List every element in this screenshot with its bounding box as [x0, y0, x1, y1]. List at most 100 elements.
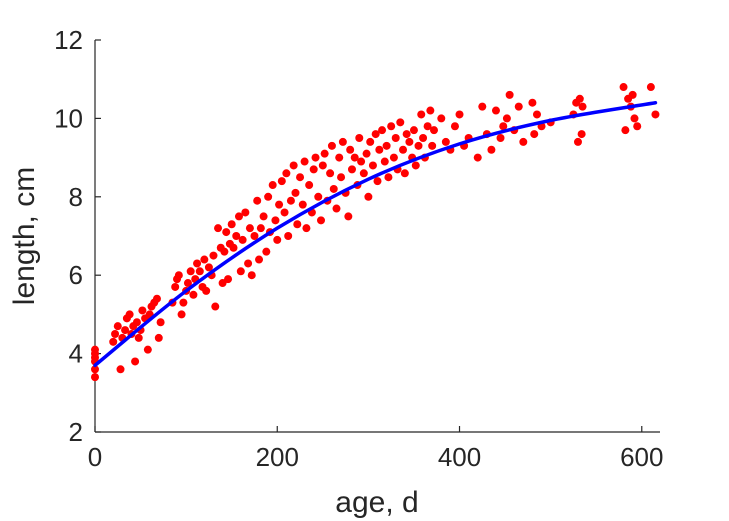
- data-point: [91, 365, 99, 374]
- data-point: [91, 373, 99, 382]
- data-point: [209, 251, 218, 260]
- y-tick-label: 12: [54, 25, 83, 55]
- data-point: [200, 255, 209, 264]
- y-tick-label: 6: [69, 260, 83, 290]
- x-tick-label: 400: [438, 442, 481, 472]
- data-point: [426, 106, 435, 115]
- data-point: [373, 177, 382, 186]
- data-point: [359, 169, 368, 178]
- data-point: [409, 126, 418, 135]
- data-point: [327, 141, 336, 150]
- data-point: [621, 126, 630, 135]
- data-point: [131, 357, 140, 366]
- data-point: [411, 161, 420, 170]
- data-point: [214, 224, 223, 233]
- data-point: [326, 169, 335, 178]
- data-point: [296, 173, 305, 182]
- data-point: [502, 114, 511, 123]
- data-point: [277, 177, 286, 186]
- data-point: [282, 169, 291, 178]
- data-point: [317, 216, 325, 225]
- data-point: [264, 192, 273, 201]
- data-point: [575, 94, 584, 103]
- x-tick-label: 0: [88, 442, 102, 472]
- axes: [94, 40, 660, 433]
- data-point: [619, 83, 628, 92]
- x-tick-label: 200: [256, 442, 299, 472]
- data-point: [368, 161, 377, 170]
- x-ticks: 0 200 400 600: [88, 426, 663, 472]
- data-point: [514, 102, 523, 111]
- data-point: [337, 173, 346, 182]
- data-point: [646, 83, 655, 92]
- data-point: [247, 271, 256, 280]
- data-point: [156, 318, 165, 327]
- data-point: [152, 294, 161, 303]
- data-point: [630, 114, 639, 123]
- data-point: [628, 90, 637, 99]
- data-point: [362, 149, 371, 158]
- data-point: [318, 161, 327, 170]
- data-point: [236, 267, 245, 276]
- data-point: [293, 220, 302, 229]
- y-tick-label: 8: [69, 182, 83, 212]
- data-point: [121, 326, 130, 335]
- data-point: [111, 330, 120, 338]
- data-point: [275, 200, 284, 209]
- data-point: [154, 333, 163, 342]
- data-point: [262, 247, 271, 256]
- data-point: [391, 134, 400, 142]
- x-axis-label: age, d: [335, 486, 418, 519]
- data-point: [528, 98, 537, 107]
- data-point: [238, 235, 247, 244]
- data-point: [116, 365, 125, 374]
- data-point: [505, 90, 514, 99]
- data-point: [234, 212, 243, 221]
- data-point: [286, 196, 295, 205]
- data-point: [232, 232, 241, 240]
- data-point: [134, 333, 143, 342]
- data-point: [91, 345, 99, 354]
- data-point: [138, 306, 147, 315]
- data-point: [291, 188, 300, 197]
- data-point: [259, 212, 268, 221]
- data-point: [335, 153, 344, 162]
- data-point: [355, 134, 364, 142]
- data-point: [273, 235, 282, 244]
- data-point: [177, 310, 186, 319]
- data-point: [300, 157, 309, 166]
- data-point: [532, 110, 541, 119]
- y-tick-label: 10: [54, 103, 83, 133]
- data-point: [309, 165, 318, 174]
- data-point: [384, 173, 393, 182]
- data-point: [338, 137, 347, 146]
- data-point: [229, 243, 238, 252]
- data-point: [347, 165, 356, 174]
- data-point: [491, 106, 500, 115]
- data-point: [396, 118, 405, 127]
- data-point: [364, 192, 373, 201]
- data-point: [651, 110, 660, 119]
- data-point: [268, 181, 277, 190]
- data-point: [455, 110, 464, 119]
- data-point: [382, 141, 391, 150]
- data-point: [284, 232, 293, 240]
- data-point: [399, 145, 408, 154]
- data-point: [344, 212, 353, 221]
- data-point: [204, 263, 213, 272]
- data-point: [450, 122, 459, 131]
- data-point: [423, 122, 432, 131]
- data-point: [400, 169, 409, 178]
- data-point: [346, 145, 355, 154]
- data-point: [499, 122, 508, 131]
- data-point: [179, 298, 188, 307]
- data-point: [241, 208, 250, 217]
- data-point: [227, 220, 236, 229]
- data-point: [405, 137, 414, 146]
- data-point: [302, 224, 311, 233]
- data-point: [224, 275, 233, 284]
- data-point: [186, 267, 195, 276]
- data-point: [253, 196, 262, 205]
- data-point: [329, 184, 338, 193]
